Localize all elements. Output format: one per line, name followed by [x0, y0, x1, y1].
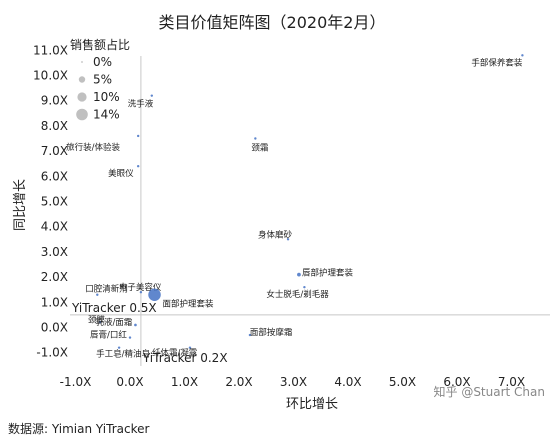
- x-tick-label: 5.0X: [389, 375, 416, 389]
- data-point-label: 手工皂/精油皂: [96, 349, 150, 360]
- data-point-label: 唇部护理套装: [302, 268, 354, 279]
- y-tick-label: 0.0X: [41, 321, 68, 335]
- x-tick-label: 6.0X: [443, 375, 470, 389]
- x-tick-label: 4.0X: [334, 375, 361, 389]
- data-point-label: 面部按摩霜: [250, 327, 293, 338]
- data-point-label: 旅行装/体验装: [66, 142, 120, 153]
- y-tick-label: 1.0X: [41, 295, 68, 309]
- data-point: [188, 346, 192, 349]
- reference-lines: YiTracker 0.5X YiTracker 0.2X: [70, 56, 550, 366]
- x-tick-label: 7.0X: [498, 375, 525, 389]
- data-point: [136, 134, 140, 138]
- source-text: 数据源: Yimian YiTracker: [8, 421, 149, 436]
- data-point-label: 手部保养套装: [471, 57, 523, 68]
- data-point: [521, 54, 524, 57]
- data-point: [150, 94, 153, 97]
- data-point: [96, 293, 99, 296]
- y-tick-label: 9.0X: [41, 94, 68, 108]
- x-tick-label: 2.0X: [225, 375, 252, 389]
- data-point-label: 面部护理套装: [163, 299, 215, 310]
- data-point: [134, 323, 137, 327]
- data-point-label: 女士脱毛/剃毛器: [266, 289, 329, 300]
- legend-marker: [81, 61, 83, 63]
- data-point-label: 身体磨砂: [258, 229, 293, 240]
- y-tick-label: 7.0X: [41, 144, 68, 158]
- legend: 销售额占比 0% 5% 10% 14%: [70, 37, 130, 122]
- data-point: [254, 137, 257, 140]
- x-tick-label: -1.0X: [60, 375, 92, 389]
- y-tick-label: 3.0X: [41, 245, 68, 259]
- legend-entry: 0%: [93, 55, 112, 69]
- data-point-label: 口腔清新剂: [85, 284, 128, 295]
- data-point: [248, 333, 252, 337]
- reference-line-label: YiTracker 0.2X: [142, 351, 228, 365]
- data-point-label: 美眼仪: [108, 168, 134, 179]
- data-point: [148, 288, 161, 301]
- y-tick-label: 2.0X: [41, 270, 68, 284]
- x-tick-label: 3.0X: [280, 375, 307, 389]
- chart-title: 类目价值矩阵图（2020年2月）: [159, 13, 386, 32]
- data-point: [117, 346, 121, 349]
- legend-marker: [76, 108, 88, 121]
- y-tick-label: 8.0X: [41, 119, 68, 133]
- data-point-label: 电子美容仪: [119, 282, 162, 293]
- x-tick-label: 0.0X: [116, 375, 143, 389]
- y-tick-label: 6.0X: [41, 169, 68, 183]
- y-tick-label: -1.0X: [36, 346, 68, 360]
- data-point-label: 洗手液: [128, 99, 154, 110]
- data-point-label: 纤体霜/凝露: [152, 348, 198, 359]
- data-point: [297, 272, 301, 277]
- y-tick-label: 4.0X: [41, 220, 68, 234]
- data-point: [136, 165, 140, 168]
- legend-marker: [77, 92, 87, 102]
- data-point: [303, 285, 306, 289]
- x-axis-ticks: -1.0X 0.0X 1.0X 2.0X 3.0X 4.0X 5.0X 6.0X 7.0X: [60, 375, 525, 389]
- data-point: [139, 291, 143, 294]
- legend-marker: [78, 76, 86, 83]
- data-point: [98, 321, 102, 324]
- x-tick-label: 1.0X: [171, 375, 198, 389]
- data-point: [286, 238, 290, 241]
- data-point-label: 颈霜: [251, 144, 268, 154]
- legend-entry: 14%: [93, 108, 120, 122]
- y-tick-label: 11.0X: [33, 43, 68, 57]
- legend-entry: 10%: [93, 90, 120, 104]
- data-point-label: 乳液/面霜: [95, 317, 132, 328]
- data-point-label: 颈膜: [88, 314, 106, 325]
- y-axis-label: 同比增长: [13, 179, 28, 231]
- y-tick-label: 5.0X: [41, 195, 68, 209]
- y-axis-ticks: -1.0X 0.0X 1.0X 2.0X 3.0X 4.0X 5.0X 6.0X 7.0X 8.0…: [33, 43, 68, 359]
- legend-entry: 5%: [93, 73, 112, 87]
- data-point-label: 唇膏/口红: [90, 330, 127, 341]
- reference-line-label: YiTracker 0.5X: [71, 301, 157, 315]
- y-tick-label: 10.0X: [33, 69, 68, 83]
- legend-title: 销售额占比: [70, 37, 130, 52]
- x-axis-label: 环比增长: [286, 397, 338, 412]
- data-point: [128, 336, 132, 339]
- watermark: 知乎 @Stuart Chan: [434, 385, 546, 399]
